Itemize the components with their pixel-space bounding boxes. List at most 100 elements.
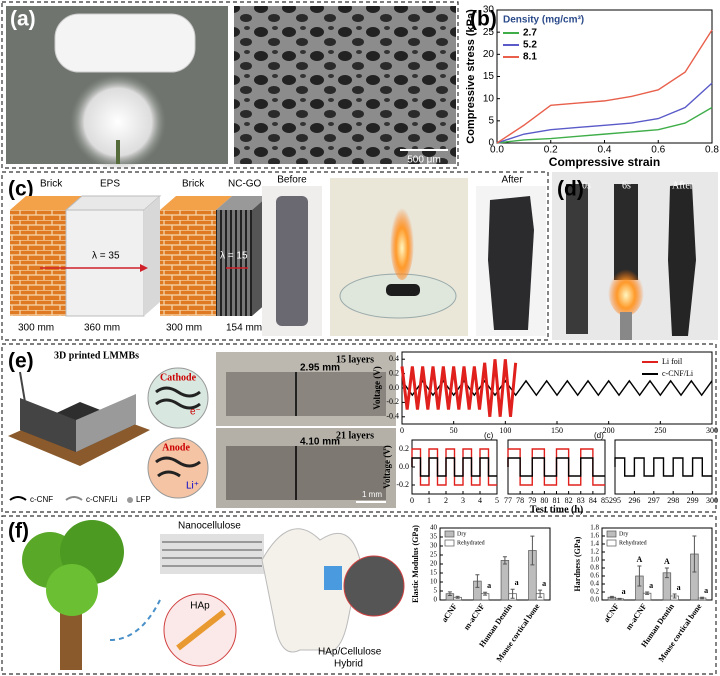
series-line: [496, 29, 713, 144]
text: 0s: [582, 180, 591, 191]
y-tick-label: 1.8: [590, 524, 599, 532]
panel-label: (f): [8, 520, 29, 543]
error-bar: [664, 567, 669, 579]
text: 15 layers: [336, 354, 374, 365]
burner: [620, 312, 632, 340]
x-axis-label: Compressive strain: [549, 155, 660, 169]
panel-label: (d): [557, 178, 584, 201]
text: After: [501, 175, 523, 186]
x-tick-label: 0.2: [544, 145, 558, 156]
x-tick-label: 4: [478, 496, 482, 505]
legend-swatch: [444, 539, 455, 547]
legend-label: 5.2: [523, 40, 537, 51]
error-bar: [637, 565, 642, 587]
sample: [386, 284, 420, 296]
y-tick-label: 25: [483, 27, 495, 38]
x-tick-label: 0.6: [651, 145, 665, 156]
y-axis-label: Elastic Modulus (GPa): [411, 525, 420, 603]
printed-battery: [76, 394, 136, 452]
legend-label: c-CNF/Li: [662, 369, 694, 378]
y-tick-label: 0.0: [389, 383, 399, 392]
hap-rod: [176, 609, 226, 651]
panel-label: (e): [8, 350, 34, 373]
x-tick-label: 0.4: [598, 145, 612, 156]
brick-wall: [10, 210, 66, 316]
y-tick-label: 0.2: [590, 588, 599, 596]
arrow: [109, 599, 161, 641]
y-tick-label: 1.0: [590, 556, 599, 564]
y-tick-label: 25: [430, 551, 438, 559]
series-line: [507, 457, 605, 477]
text: 360 mm: [84, 323, 120, 334]
x-tick-label: 100: [499, 426, 511, 435]
x-tick-label: 78: [516, 496, 524, 505]
y-tick-label: 0.0: [399, 462, 409, 471]
text: Li⁺: [186, 481, 199, 492]
tree-trunk: [60, 600, 82, 670]
ncgo-top: [216, 196, 268, 210]
x-tick-label: 300: [706, 426, 718, 435]
text: HAp: [190, 601, 210, 612]
y-axis-label: Hardness (GPa): [573, 536, 582, 591]
y-tick-label: 0.6: [590, 572, 599, 580]
panel-label: (c): [8, 178, 34, 201]
series-line: [614, 457, 712, 477]
series-line: [401, 379, 713, 397]
y-tick-label: 15: [430, 569, 438, 577]
x-tick-label: m-aCNF: [462, 602, 487, 632]
flame: [608, 264, 644, 316]
y-tick-label: 1.4: [590, 540, 599, 548]
x-tick-label: 84: [589, 496, 597, 505]
y-tick-label: -0.4: [386, 412, 399, 421]
x-tick-label: 81: [553, 496, 561, 505]
dandelion: [70, 74, 166, 170]
x-tick-label: 299: [687, 496, 699, 505]
y-tick-label: 0.2: [389, 368, 399, 377]
printed-battery: [20, 398, 76, 452]
y-axis-label: Voltage (V): [372, 366, 382, 409]
legend-icon: [65, 496, 83, 501]
error-bar: [609, 595, 614, 599]
x-tick-label: 3: [461, 496, 465, 505]
legend-label: Rehydrated: [457, 540, 485, 546]
fibers: [155, 386, 201, 410]
x-tick-label: 5: [495, 496, 499, 505]
x-tick-label: 82: [565, 496, 573, 505]
legend-label: Dry: [457, 531, 466, 537]
y-axis-label: Voltage (V): [382, 445, 392, 488]
sample-before: [276, 196, 308, 326]
y-tick-label: 10: [430, 578, 438, 586]
nozzle: [19, 371, 29, 421]
annotation: a: [487, 581, 491, 590]
y-tick-label: 0.4: [389, 354, 399, 363]
error-bar: [645, 591, 650, 595]
x-tick-label: 297: [648, 496, 660, 505]
text: HAp/Cellulose: [318, 647, 382, 658]
error-bar: [672, 593, 677, 599]
sem-image: [234, 6, 456, 164]
plot-frame: [601, 527, 713, 601]
fibers: [162, 541, 262, 567]
x-tick-label: 77: [504, 496, 512, 505]
error-bar: [455, 595, 460, 599]
annotation: A: [664, 557, 670, 566]
text: (c): [484, 431, 494, 440]
legend-icon: [9, 496, 27, 501]
y-tick-label: 30: [430, 542, 438, 550]
y-tick-label: 0: [488, 138, 494, 149]
legend-label: c-CNF: [30, 495, 53, 504]
y-tick-label: 0: [434, 596, 438, 604]
text: 6s: [622, 180, 631, 191]
text: 300 mm: [166, 323, 202, 334]
sample-after: [488, 196, 534, 330]
legend-label: 8.1: [523, 52, 537, 63]
text: Cathode: [160, 372, 197, 383]
y-tick-label: 20: [483, 49, 495, 60]
annotation: A: [637, 555, 643, 564]
annotation: a: [622, 587, 626, 596]
y-tick-label: 1.2: [590, 548, 599, 556]
stem: [116, 140, 120, 164]
legend-swatch: [444, 530, 455, 538]
legend-swatch: [606, 530, 617, 538]
y-tick-label: 1.6: [590, 532, 599, 540]
